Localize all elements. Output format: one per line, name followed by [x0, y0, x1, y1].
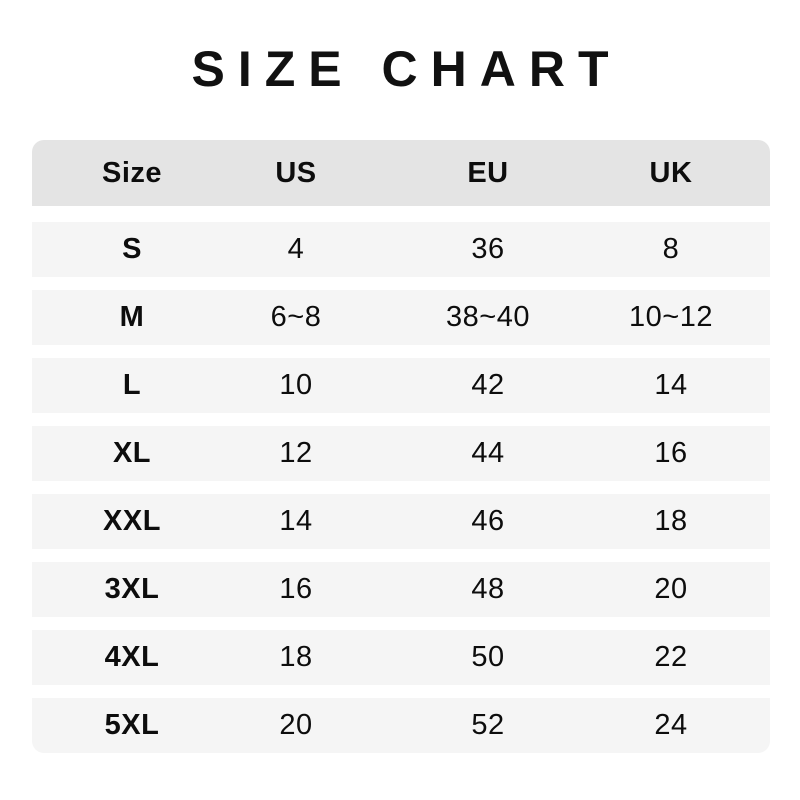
row-us-value: 20 — [279, 709, 313, 741]
row-eu-value: 38~40 — [446, 301, 530, 333]
table-header-row: Size US EU UK — [32, 140, 770, 206]
row-eu-value: 48 — [471, 573, 505, 605]
row-eu-value: 52 — [471, 709, 505, 741]
table-row: L 10 42 14 — [32, 358, 770, 413]
table-row: XL 12 44 16 — [32, 426, 770, 481]
row-size-label: S — [122, 233, 142, 265]
column-header-size: Size — [101, 156, 163, 189]
row-uk-value: 22 — [654, 641, 688, 673]
row-us-value: 6~8 — [270, 301, 322, 333]
table-row: S 4 36 8 — [32, 222, 770, 277]
row-uk-value: 14 — [654, 369, 688, 401]
column-header-eu: EU — [467, 156, 509, 189]
row-uk-value: 16 — [654, 437, 688, 469]
row-size-label: L — [122, 369, 142, 401]
row-size-label: XL — [112, 437, 152, 469]
table-row: 4XL 18 50 22 — [32, 630, 770, 685]
row-eu-value: 46 — [471, 505, 505, 537]
row-us-value: 4 — [287, 233, 305, 265]
column-header-us: US — [275, 156, 317, 189]
size-chart-table: Size US EU UK S 4 36 8 M 6~8 38~40 10~12… — [32, 140, 770, 753]
column-header-uk: UK — [649, 156, 693, 189]
row-uk-value: 24 — [654, 709, 688, 741]
row-us-value: 16 — [279, 573, 313, 605]
row-us-value: 14 — [279, 505, 313, 537]
row-size-label: XXL — [103, 505, 161, 537]
row-size-label: M — [119, 301, 145, 333]
row-eu-value: 44 — [471, 437, 505, 469]
row-size-label: 3XL — [104, 573, 160, 605]
table-row: 3XL 16 48 20 — [32, 562, 770, 617]
table-row: M 6~8 38~40 10~12 — [32, 290, 770, 345]
page-title: SIZE CHART — [191, 41, 622, 97]
table-row: XXL 14 46 18 — [32, 494, 770, 549]
row-size-label: 4XL — [104, 641, 160, 673]
row-us-value: 10 — [279, 369, 313, 401]
row-eu-value: 42 — [471, 369, 505, 401]
row-uk-value: 20 — [654, 573, 688, 605]
row-size-label: 5XL — [104, 709, 160, 741]
row-eu-value: 50 — [471, 641, 505, 673]
row-us-value: 18 — [279, 641, 313, 673]
table-row: 5XL 20 52 24 — [32, 698, 770, 753]
row-eu-value: 36 — [471, 233, 505, 265]
row-uk-value: 8 — [662, 233, 680, 265]
row-uk-value: 10~12 — [629, 301, 713, 333]
row-uk-value: 18 — [654, 505, 688, 537]
row-us-value: 12 — [279, 437, 313, 469]
